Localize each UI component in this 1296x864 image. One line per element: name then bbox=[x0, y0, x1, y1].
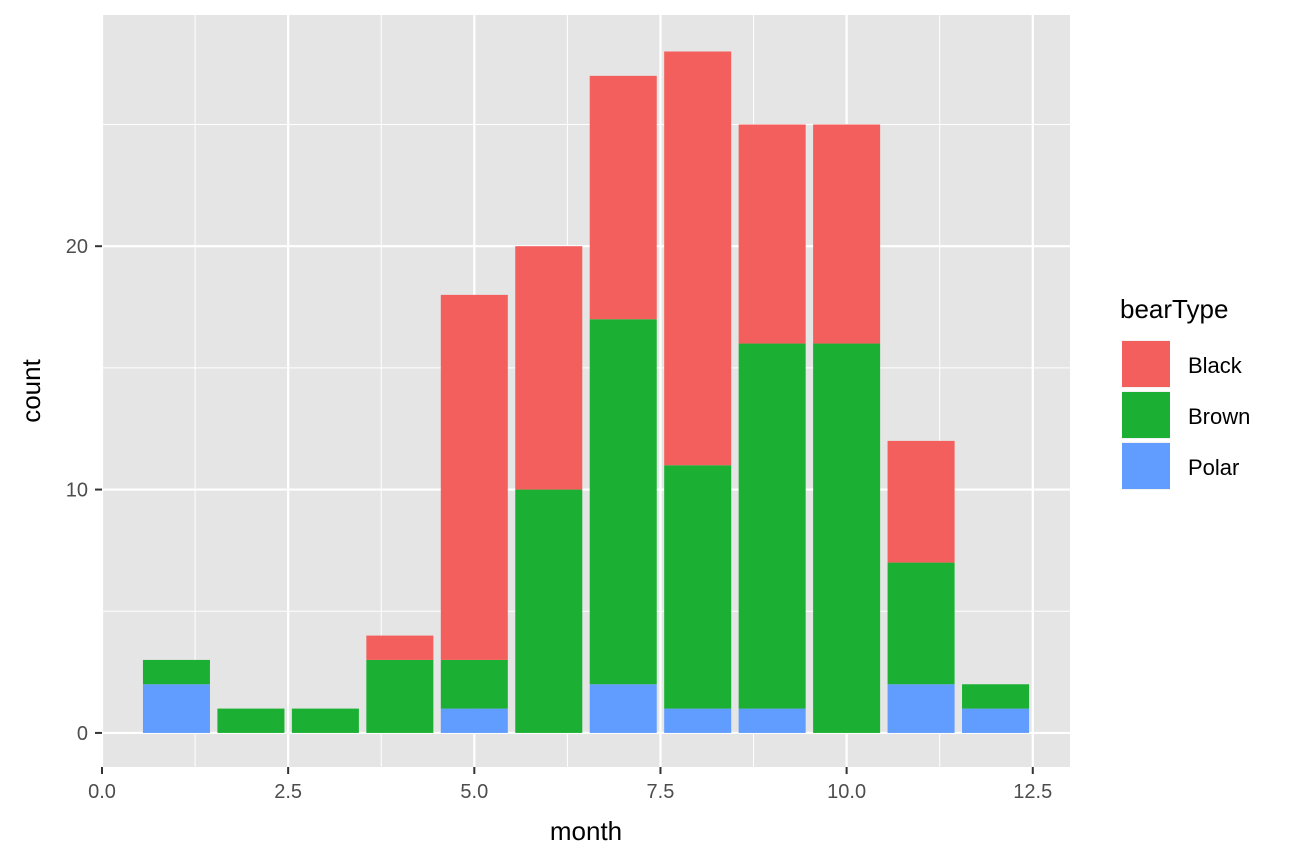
y-axis: 0 10 20 bbox=[66, 236, 102, 745]
bar-polar-month-9 bbox=[738, 708, 806, 733]
x-tick-label: 7.5 bbox=[647, 781, 675, 803]
x-tick-label: 5.0 bbox=[460, 781, 488, 803]
bars bbox=[142, 51, 1030, 733]
bar-black-month-6 bbox=[515, 246, 583, 490]
bar-polar-month-12 bbox=[962, 708, 1030, 733]
legend-label-black: Black bbox=[1188, 353, 1243, 378]
x-tick-label: 12.5 bbox=[1013, 781, 1052, 803]
bar-brown-month-2 bbox=[217, 708, 285, 733]
y-axis-title: count bbox=[16, 358, 46, 422]
bar-black-month-11 bbox=[887, 440, 955, 563]
x-tick-label: 10.0 bbox=[827, 781, 866, 803]
bar-polar-month-1 bbox=[142, 684, 210, 733]
bar-brown-month-10 bbox=[813, 343, 881, 733]
bar-black-month-9 bbox=[738, 124, 806, 344]
x-tick-label: 2.5 bbox=[274, 781, 302, 803]
x-axis-title: month bbox=[550, 816, 622, 846]
y-tick-label: 10 bbox=[66, 480, 88, 502]
bar-brown-month-9 bbox=[738, 343, 806, 709]
bar-brown-month-3 bbox=[291, 708, 359, 733]
bar-black-month-4 bbox=[366, 635, 434, 660]
x-axis: 0.0 2.5 5.0 7.5 10.0 12.5 bbox=[88, 767, 1052, 803]
bar-brown-month-4 bbox=[366, 659, 434, 733]
y-tick-label: 0 bbox=[77, 723, 88, 745]
legend-label-polar: Polar bbox=[1188, 455, 1239, 480]
bar-brown-month-8 bbox=[664, 465, 732, 709]
bar-brown-month-1 bbox=[142, 659, 210, 685]
bar-polar-month-7 bbox=[589, 684, 657, 733]
y-tick-label: 20 bbox=[66, 236, 88, 258]
legend-key-black bbox=[1122, 341, 1170, 387]
bar-black-month-5 bbox=[440, 294, 508, 660]
legend-key-polar bbox=[1122, 443, 1170, 489]
bar-brown-month-7 bbox=[589, 319, 657, 685]
bar-brown-month-12 bbox=[962, 684, 1030, 709]
x-tick-label: 0.0 bbox=[88, 781, 116, 803]
legend: bearType Black Brown Polar bbox=[1120, 294, 1250, 490]
legend-label-brown: Brown bbox=[1188, 404, 1250, 429]
bar-brown-month-11 bbox=[887, 562, 955, 685]
bar-brown-month-5 bbox=[440, 659, 508, 709]
bar-black-month-7 bbox=[589, 75, 657, 320]
bar-black-month-8 bbox=[664, 51, 732, 466]
bar-polar-month-8 bbox=[664, 708, 732, 733]
legend-title: bearType bbox=[1120, 294, 1228, 324]
legend-key-brown bbox=[1122, 392, 1170, 438]
bar-brown-month-6 bbox=[515, 489, 583, 733]
bar-black-month-10 bbox=[813, 124, 881, 344]
bar-polar-month-11 bbox=[887, 684, 955, 733]
bar-polar-month-5 bbox=[440, 708, 508, 733]
